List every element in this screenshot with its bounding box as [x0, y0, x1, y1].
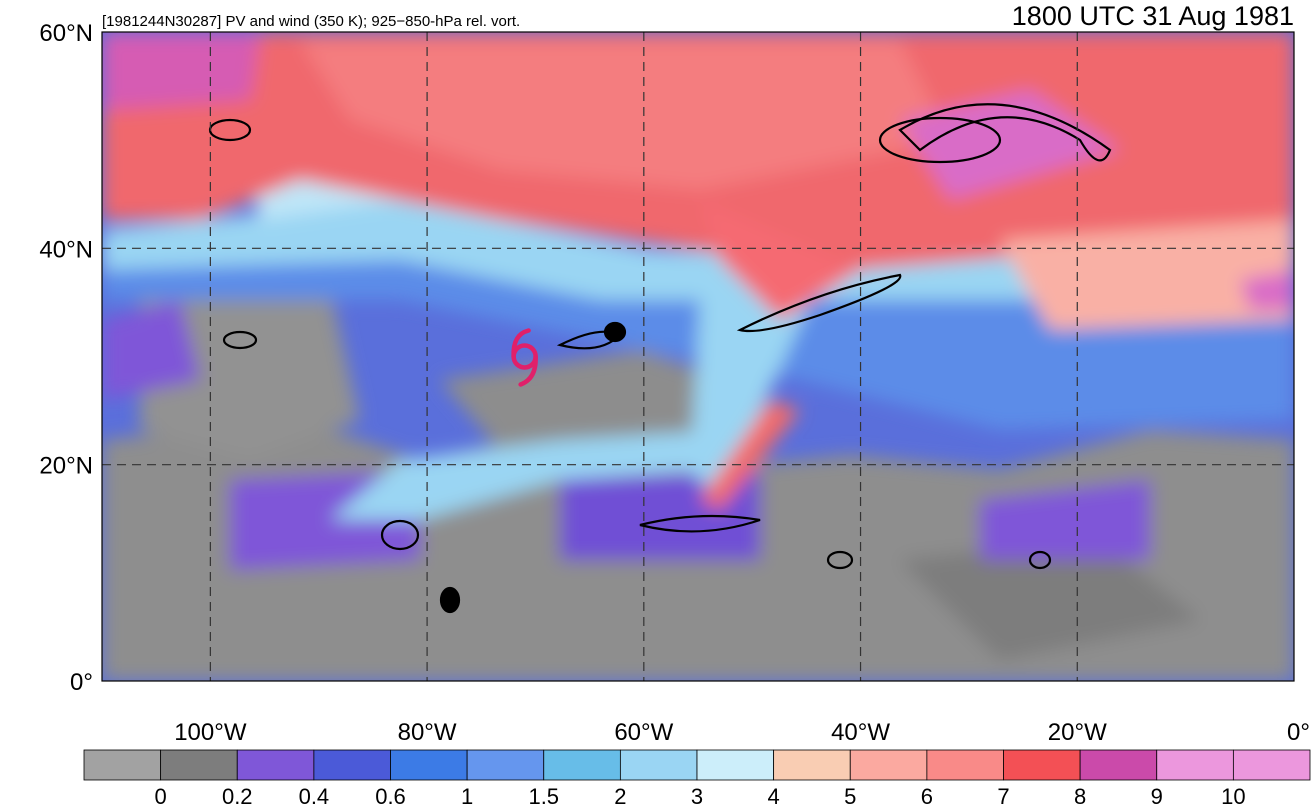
colorbar-swatch [696, 749, 775, 781]
colorbar-tick-label: 1.5 [528, 784, 559, 809]
colorbar-swatch [390, 749, 468, 781]
colorbar-tick-label: 6 [921, 784, 933, 809]
lat-label-20: 20°N [39, 453, 93, 480]
colorbar-tick-label: 7 [997, 784, 1009, 809]
storm-symbol [511, 328, 538, 387]
valid-time-label: 1800 UTC 31 Aug 1981 [1012, 1, 1294, 31]
lon-label-100w: 100°W [174, 719, 247, 746]
colorbar: 0 0.2 0.4 0.6 1 1.5 2 3 4 5 6 7 8 9 10 [83, 749, 1311, 809]
colorbar-swatch [83, 749, 162, 781]
colorbar-swatch [849, 749, 928, 781]
lon-label-0: 0° [1287, 719, 1310, 746]
lat-label-40: 40°N [39, 236, 93, 263]
colorbar-tick-label: 5 [844, 784, 856, 809]
pv-field [102, 32, 1294, 681]
lon-label-80w: 80°W [398, 719, 457, 746]
colorbar-swatch [1079, 749, 1158, 781]
colorbar-swatch [236, 749, 315, 781]
lon-label-60w: 60°W [614, 719, 673, 746]
colorbar-tick-label: 0 [155, 784, 167, 809]
lon-label-20w: 20°W [1048, 719, 1107, 746]
colorbar-tick-label: 3 [691, 784, 703, 809]
colorbar-swatch [160, 749, 238, 781]
map-title: [1981244N30287] PV and wind (350 K); 925… [102, 13, 520, 30]
lat-label-60: 60°N [39, 20, 93, 47]
colorbar-swatch [773, 749, 851, 781]
colorbar-tick-label: 9 [1151, 784, 1163, 809]
colorbar-swatch [466, 749, 545, 781]
map-frame [101, 31, 1295, 682]
colorbar-tick-label: 0.6 [375, 784, 406, 809]
colorbar-swatch [543, 749, 621, 781]
colorbar-tick-label: 10 [1221, 784, 1245, 809]
colorbar-swatch [1232, 749, 1311, 781]
lat-label-0: 0° [70, 669, 93, 696]
colorbar-tick-label: 2 [614, 784, 626, 809]
lon-label-40w: 40°W [831, 719, 890, 746]
colorbar-tick-label: 4 [768, 784, 780, 809]
colorbar-swatch [619, 749, 698, 781]
colorbar-swatch [926, 749, 1004, 781]
colorbar-tick-label: 0.4 [299, 784, 330, 809]
graticule [102, 32, 1294, 681]
storm-arm-top [511, 328, 531, 359]
colorbar-tick-label: 8 [1074, 784, 1086, 809]
colorbar-tick-label: 1 [461, 784, 473, 809]
colorbar-swatch [1156, 749, 1234, 781]
storm-arm-bottom [518, 354, 538, 387]
colorbar-swatch [1003, 749, 1081, 781]
colorbar-tick-label: 0.2 [222, 784, 253, 809]
colorbar-swatch [313, 749, 391, 781]
